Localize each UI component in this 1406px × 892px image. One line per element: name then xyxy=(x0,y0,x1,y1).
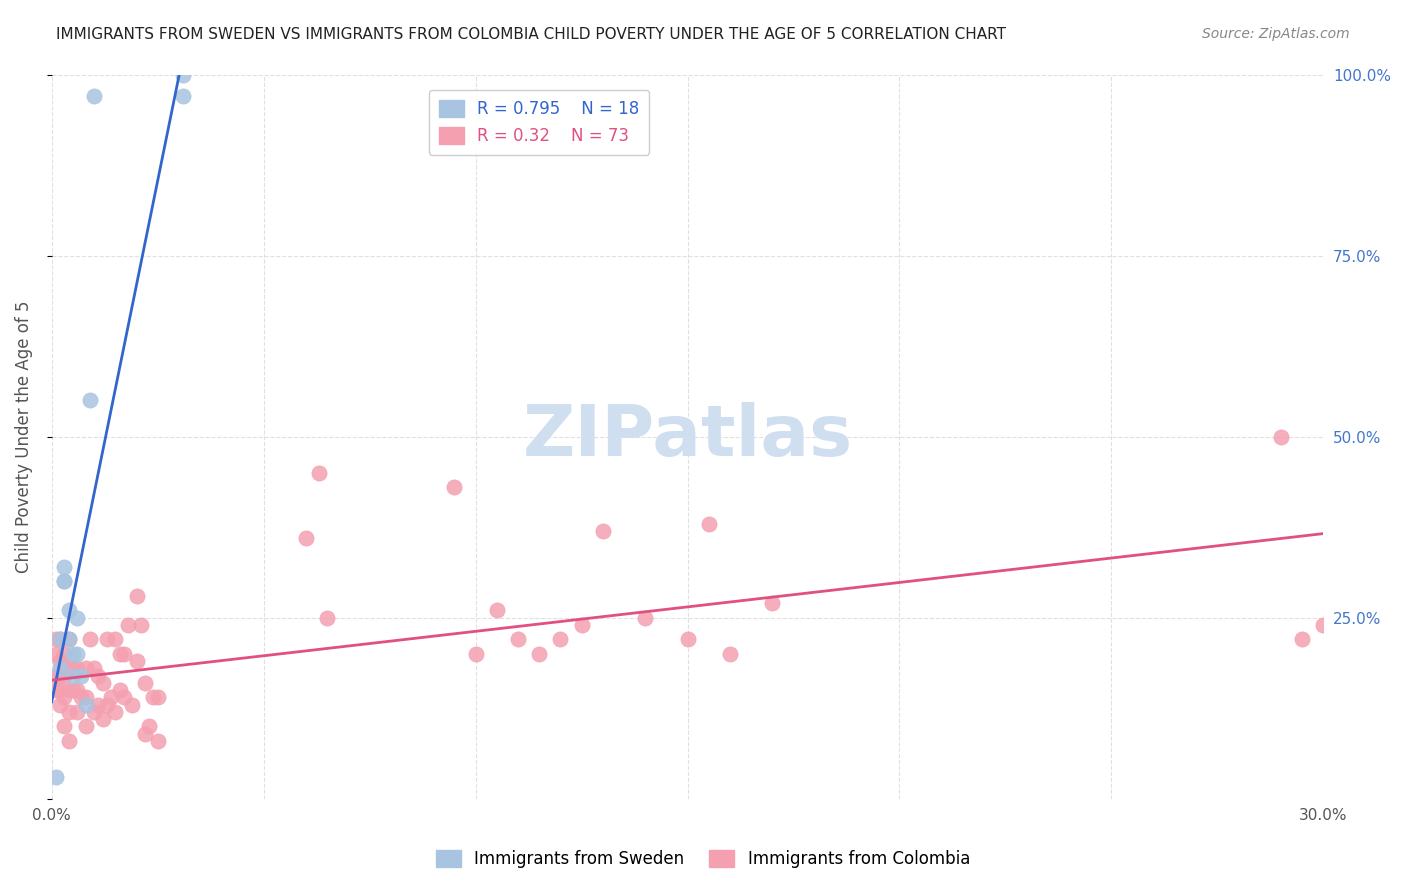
Point xyxy=(53,647,76,661)
Point xyxy=(87,668,110,682)
Point xyxy=(108,683,131,698)
Point xyxy=(53,560,76,574)
Point xyxy=(134,676,156,690)
Point xyxy=(58,632,80,647)
Point xyxy=(53,574,76,589)
Point xyxy=(506,632,529,647)
Point xyxy=(146,690,169,705)
Y-axis label: Child Poverty Under the Age of 5: Child Poverty Under the Age of 5 xyxy=(15,301,32,573)
Point xyxy=(58,683,80,698)
Point xyxy=(66,661,89,675)
Point xyxy=(100,690,122,705)
Point xyxy=(121,698,143,712)
Point xyxy=(134,726,156,740)
Point xyxy=(485,603,508,617)
Point xyxy=(49,668,72,682)
Point xyxy=(676,632,699,647)
Point xyxy=(308,466,330,480)
Point xyxy=(66,705,89,719)
Point xyxy=(58,603,80,617)
Point xyxy=(58,661,80,675)
Point xyxy=(112,647,135,661)
Point xyxy=(550,632,572,647)
Point xyxy=(45,668,67,682)
Point xyxy=(87,698,110,712)
Point xyxy=(53,690,76,705)
Point xyxy=(58,734,80,748)
Point xyxy=(49,632,72,647)
Point xyxy=(592,524,614,538)
Point xyxy=(75,719,97,733)
Point xyxy=(142,690,165,705)
Point xyxy=(697,516,720,531)
Point xyxy=(125,589,148,603)
Point xyxy=(83,89,105,103)
Point xyxy=(83,705,105,719)
Point xyxy=(91,712,114,726)
Point xyxy=(634,610,657,624)
Point xyxy=(58,705,80,719)
Point xyxy=(70,668,93,682)
Point xyxy=(464,647,486,661)
Point xyxy=(49,661,72,675)
Point xyxy=(53,574,76,589)
Point xyxy=(66,610,89,624)
Point xyxy=(79,632,101,647)
Point xyxy=(62,647,84,661)
Point xyxy=(104,632,127,647)
Point xyxy=(117,618,139,632)
Point xyxy=(527,647,550,661)
Point xyxy=(104,705,127,719)
Point xyxy=(58,632,80,647)
Point xyxy=(96,698,118,712)
Point xyxy=(138,719,160,733)
Point xyxy=(49,683,72,698)
Point xyxy=(62,661,84,675)
Point xyxy=(75,661,97,675)
Legend: R = 0.795    N = 18, R = 0.32    N = 73: R = 0.795 N = 18, R = 0.32 N = 73 xyxy=(429,90,650,155)
Point xyxy=(49,632,72,647)
Point xyxy=(129,618,152,632)
Point xyxy=(718,647,741,661)
Point xyxy=(571,618,593,632)
Point xyxy=(761,596,783,610)
Point xyxy=(53,668,76,682)
Point xyxy=(62,668,84,682)
Point xyxy=(1312,618,1334,632)
Point xyxy=(83,661,105,675)
Point xyxy=(91,676,114,690)
Point xyxy=(45,632,67,647)
Legend: Immigrants from Sweden, Immigrants from Colombia: Immigrants from Sweden, Immigrants from … xyxy=(429,843,977,875)
Point xyxy=(66,683,89,698)
Point xyxy=(96,632,118,647)
Point xyxy=(316,610,339,624)
Point xyxy=(75,690,97,705)
Point xyxy=(70,690,93,705)
Point xyxy=(125,654,148,668)
Point xyxy=(66,647,89,661)
Text: IMMIGRANTS FROM SWEDEN VS IMMIGRANTS FROM COLOMBIA CHILD POVERTY UNDER THE AGE O: IMMIGRANTS FROM SWEDEN VS IMMIGRANTS FRO… xyxy=(56,27,1007,42)
Point xyxy=(146,734,169,748)
Point xyxy=(49,654,72,668)
Point xyxy=(49,698,72,712)
Point xyxy=(53,719,76,733)
Text: Source: ZipAtlas.com: Source: ZipAtlas.com xyxy=(1202,27,1350,41)
Point xyxy=(1270,430,1292,444)
Point xyxy=(45,770,67,784)
Point xyxy=(62,683,84,698)
Point xyxy=(295,531,318,545)
Point xyxy=(443,480,465,494)
Point xyxy=(75,698,97,712)
Point xyxy=(172,68,194,82)
Point xyxy=(45,683,67,698)
Text: ZIPatlas: ZIPatlas xyxy=(523,402,852,471)
Point xyxy=(112,690,135,705)
Point xyxy=(172,89,194,103)
Point xyxy=(108,647,131,661)
Point xyxy=(79,393,101,408)
Point xyxy=(1291,632,1313,647)
Point xyxy=(45,647,67,661)
